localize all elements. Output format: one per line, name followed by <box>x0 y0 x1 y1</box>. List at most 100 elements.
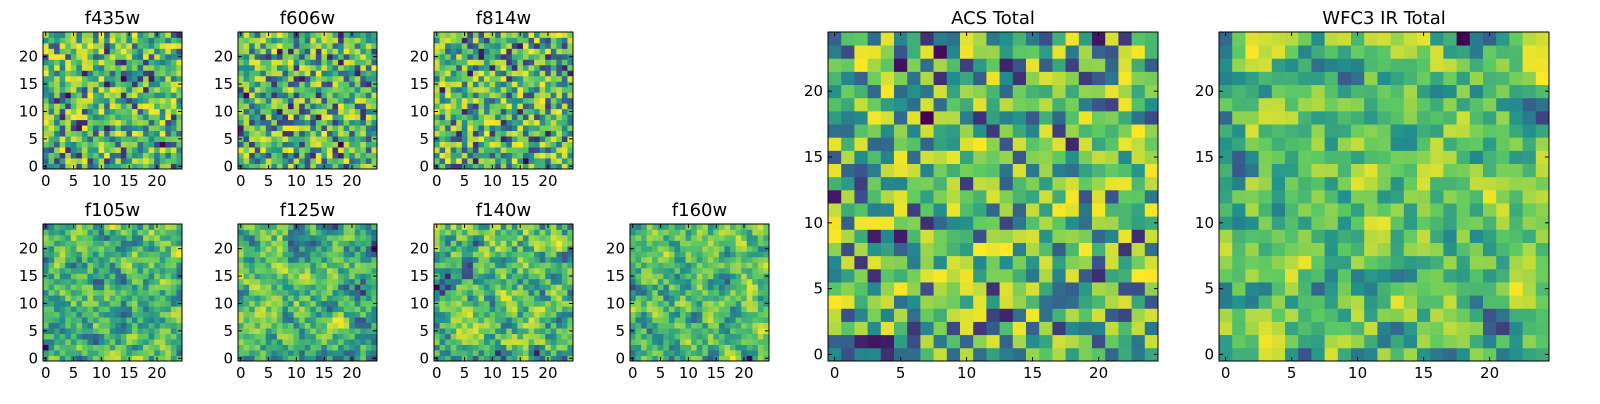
heatmap-cell <box>238 65 244 71</box>
heatmap-cell <box>741 251 747 257</box>
heatmap-cell <box>266 76 272 82</box>
heatmap-cell <box>299 153 305 159</box>
heatmap-cell <box>736 273 742 279</box>
heatmap-cell <box>725 312 731 318</box>
heatmap-cell <box>288 70 294 76</box>
heatmap-cell <box>288 59 294 65</box>
heatmap-cell <box>451 295 457 301</box>
heatmap-cell <box>540 350 546 356</box>
heatmap-cell <box>506 65 512 71</box>
heatmap-cell <box>562 109 568 115</box>
heatmap-cell <box>478 153 484 159</box>
heatmap-cell <box>736 323 742 329</box>
heatmap-cell <box>266 114 272 120</box>
heatmap-cell <box>344 87 350 93</box>
heatmap-cell <box>82 240 88 246</box>
heatmap-cell <box>321 48 327 54</box>
heatmap-cell <box>249 268 255 274</box>
heatmap-cell <box>366 103 372 109</box>
heatmap-cell <box>138 334 144 340</box>
heatmap-cell <box>299 125 305 131</box>
heatmap-cell <box>691 279 697 285</box>
heatmap-cell <box>512 131 518 137</box>
heatmap-cell <box>841 150 855 164</box>
heatmap-cell <box>658 312 664 318</box>
heatmap-cell <box>132 240 138 246</box>
heatmap-cell <box>562 76 568 82</box>
heatmap-cell <box>271 70 277 76</box>
heatmap-cell <box>556 224 562 230</box>
heatmap-cell <box>529 48 535 54</box>
heatmap-cell <box>652 240 658 246</box>
heatmap-cell <box>920 308 934 322</box>
heatmap-cell <box>294 59 300 65</box>
heatmap-cell <box>523 54 529 60</box>
heatmap-cell <box>517 147 523 153</box>
heatmap-cell <box>76 339 82 345</box>
heatmap-cell <box>478 290 484 296</box>
heatmap-cell <box>467 334 473 340</box>
heatmap-cell <box>960 243 974 257</box>
heatmap-cell <box>238 240 244 246</box>
heatmap-cell <box>828 164 842 178</box>
heatmap-cell <box>517 284 523 290</box>
heatmap-cell <box>249 76 255 82</box>
heatmap-cell <box>87 345 93 351</box>
heatmap-cell <box>54 317 60 323</box>
heatmap-cell <box>249 114 255 120</box>
heatmap-cell <box>271 87 277 93</box>
heatmap-cell <box>366 43 372 49</box>
heatmap-cell <box>702 295 708 301</box>
heatmap-cell <box>1066 269 1080 283</box>
heatmap-cell <box>138 350 144 356</box>
heatmap-cell <box>440 109 446 115</box>
heatmap-cell <box>501 92 507 98</box>
heatmap-cell <box>440 81 446 87</box>
heatmap-cell <box>87 158 93 164</box>
heatmap-cell <box>87 109 93 115</box>
heatmap-cell <box>758 317 764 323</box>
heatmap-cell <box>451 32 457 38</box>
heatmap-cell <box>255 76 261 82</box>
heatmap-cell <box>338 323 344 329</box>
heatmap-cell <box>138 268 144 274</box>
heatmap-cell <box>60 317 66 323</box>
heatmap-cell <box>165 70 171 76</box>
heatmap-cell <box>1105 308 1119 322</box>
heatmap-cell <box>478 81 484 87</box>
y-tick-label: 20 <box>214 240 233 258</box>
heatmap-cell <box>238 120 244 126</box>
heatmap-cell <box>1039 190 1053 204</box>
heatmap-cell <box>244 158 250 164</box>
heatmap-cell <box>501 54 507 60</box>
heatmap-cell <box>540 98 546 104</box>
heatmap-cell <box>282 290 288 296</box>
heatmap-cell <box>294 235 300 241</box>
heatmap-cell <box>266 48 272 54</box>
heatmap-cell <box>484 59 490 65</box>
heatmap-cell <box>87 301 93 307</box>
x-tick-label: 20 <box>734 364 753 382</box>
heatmap-cell <box>154 92 160 98</box>
heatmap-cell <box>960 203 974 217</box>
heatmap-cell <box>143 98 149 104</box>
heatmap-cell <box>238 114 244 120</box>
heatmap-cell <box>680 350 686 356</box>
heatmap-cell <box>947 229 961 243</box>
heatmap-cell <box>881 282 895 296</box>
heatmap-cell <box>445 65 451 71</box>
heatmap-cell <box>473 345 479 351</box>
heatmap-cell <box>49 295 55 301</box>
heatmap-cell <box>636 246 642 252</box>
heatmap-cell <box>562 246 568 252</box>
heatmap-cell <box>462 87 468 93</box>
heatmap-cell <box>495 235 501 241</box>
heatmap-cell <box>517 268 523 274</box>
heatmap-cell <box>473 284 479 290</box>
heatmap-cell <box>1026 164 1040 178</box>
heatmap-cell <box>344 32 350 38</box>
heatmap-cell <box>160 279 166 285</box>
heatmap-cell <box>165 339 171 345</box>
heatmap-cell <box>316 323 322 329</box>
